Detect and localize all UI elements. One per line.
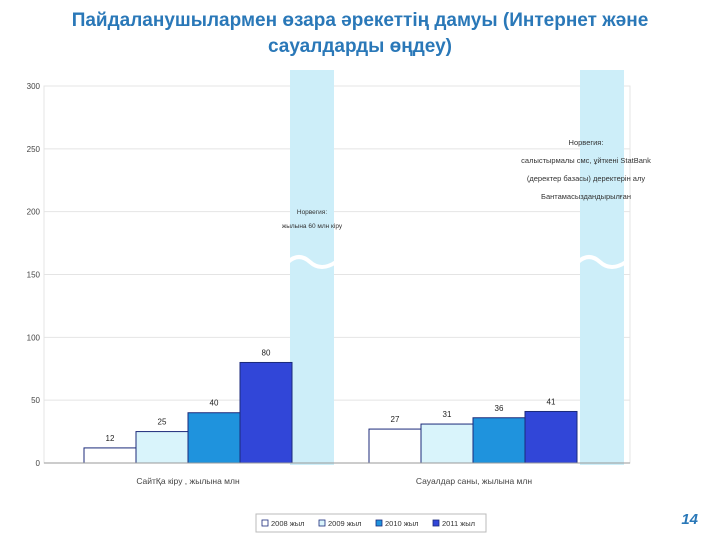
annotation-line: салыстырмалы смс, ұйткені StatBank	[521, 156, 651, 165]
bar-data-label: 31	[443, 410, 452, 419]
bar-data-label: 40	[210, 399, 219, 408]
bar	[420, 423, 474, 464]
axis-break-mark	[576, 255, 628, 269]
legend-swatch	[318, 519, 326, 527]
annotation-line: Бантамасыздандырылған	[541, 192, 631, 201]
bar-data-label: 12	[106, 434, 115, 443]
y-tick-label: 250	[27, 145, 41, 154]
legend-swatch	[261, 519, 269, 527]
annotation-line: жылына 60 млн кіру	[282, 222, 343, 230]
legend-box	[255, 513, 487, 533]
annotation-line: Норвегия:	[297, 209, 327, 216]
y-tick-label: 100	[27, 333, 41, 342]
legend-label: 2008 жыл	[271, 519, 305, 528]
annotation-line: Норвегия:	[569, 138, 604, 147]
bar-data-label: 80	[262, 348, 271, 357]
y-axis-ticks: 0 50 100 150 200 250 300	[27, 82, 41, 468]
legend-label: 2011 жыл	[442, 519, 475, 528]
chart-title: Пайдаланушылармен өзара әрекеттің дамуы …	[71, 10, 649, 57]
bar-data-labels: 12 25 40 80 27 31 36 41	[106, 348, 556, 442]
bar	[187, 412, 241, 464]
bar-data-label: 41	[547, 397, 556, 406]
axis-break-mark	[286, 255, 338, 269]
category-label: СайтҚа кіру , жылына млн	[136, 476, 240, 486]
axis-break-bands	[286, 70, 628, 465]
y-tick-label: 150	[27, 271, 41, 280]
y-tick-label: 200	[27, 208, 41, 217]
y-tick-label: 50	[31, 396, 40, 405]
bar	[524, 410, 578, 464]
legend-swatch	[375, 519, 383, 527]
bar-data-label: 36	[495, 404, 504, 413]
annotations: Норвегия: жылына 60 млн кіру Норвегия: салы…	[282, 138, 651, 230]
y-tick-label: 0	[36, 459, 41, 468]
bar	[368, 428, 422, 464]
legend-label: 2010 жыл	[385, 519, 419, 528]
category-labels: СайтҚа кіру , жылына млн Сауалдар саны, ж…	[136, 476, 532, 486]
legend: 2008 жыл 2009 жыл 2010 жыл 2011 жыл	[255, 513, 487, 533]
bar	[83, 447, 137, 464]
legend-swatch	[432, 519, 440, 527]
bar	[472, 417, 526, 464]
bar	[135, 431, 189, 464]
bar-data-label: 25	[158, 418, 167, 427]
y-tick-label: 300	[27, 82, 41, 91]
category-label: Сауалдар саны, жылына млн	[416, 476, 532, 486]
legend-label: 2009 жыл	[328, 519, 362, 528]
page-number: 14	[681, 511, 698, 528]
bar	[239, 361, 293, 464]
annotation-line: (деректер базасы) деректерін алу	[527, 174, 645, 183]
gridlines	[44, 85, 630, 401]
bar-data-label: 27	[391, 415, 400, 424]
bars	[83, 361, 578, 464]
